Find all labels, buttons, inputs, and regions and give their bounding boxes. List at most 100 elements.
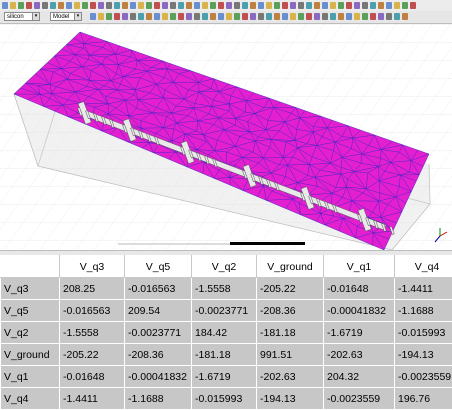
column-header[interactable]: V_q2 [192, 256, 257, 278]
toolbar-tool-icon[interactable] [338, 2, 344, 9]
table-cell[interactable]: -0.0023771 [125, 322, 192, 344]
table-cell[interactable]: -205.22 [60, 344, 125, 366]
toolbar-tool-icon[interactable] [2, 2, 8, 9]
toolbar-tool-icon[interactable] [186, 2, 192, 9]
column-header[interactable]: V_q1 [324, 256, 395, 278]
table-cell[interactable]: -0.0023559 [324, 388, 395, 410]
table-cell[interactable]: -0.00041832 [125, 366, 192, 388]
toolbar-tool-icon[interactable] [394, 13, 400, 20]
toolbar-tool-icon[interactable] [386, 13, 392, 20]
table-cell[interactable]: -1.1688 [125, 388, 192, 410]
toolbar-tool-icon[interactable] [106, 2, 112, 9]
row-header[interactable]: V_q5 [1, 300, 60, 322]
toolbar-tool-icon[interactable] [162, 13, 168, 20]
table-cell[interactable]: -0.016563 [125, 278, 192, 300]
toolbar-tool-icon[interactable] [354, 2, 360, 9]
table-cell[interactable]: -1.4411 [395, 278, 452, 300]
table-cell[interactable]: -1.1688 [395, 300, 452, 322]
table-cell[interactable]: -194.13 [257, 388, 324, 410]
toolbar-tool-icon[interactable] [170, 13, 176, 20]
toolbar-tool-icon[interactable] [346, 13, 352, 20]
toolbar-tool-icon[interactable] [290, 13, 296, 20]
table-cell[interactable]: -205.22 [257, 278, 324, 300]
toolbar-tool-icon[interactable] [226, 2, 232, 9]
toolbar-tool-icon[interactable] [242, 13, 248, 20]
row-header[interactable]: V_q1 [1, 366, 60, 388]
toolbar-tool-icon[interactable] [162, 2, 168, 9]
toolbar-tool-icon[interactable] [138, 13, 144, 20]
table-cell[interactable]: -208.36 [257, 300, 324, 322]
toolbar-tool-icon[interactable] [282, 13, 288, 20]
toolbar-tool-icon[interactable] [66, 2, 72, 9]
column-header[interactable]: V_ground [257, 256, 324, 278]
table-cell[interactable]: -1.6719 [324, 322, 395, 344]
toolbar-tool-icon[interactable] [338, 13, 344, 20]
toolbar-tool-icon[interactable] [370, 13, 376, 20]
toolbar-tool-icon[interactable] [298, 2, 304, 9]
table-cell[interactable]: -0.01648 [324, 278, 395, 300]
table-cell[interactable]: -1.6719 [192, 366, 257, 388]
toolbar-tool-icon[interactable] [346, 2, 352, 9]
toolbar-tool-icon[interactable] [186, 13, 192, 20]
table-cell[interactable]: 184.42 [192, 322, 257, 344]
row-header[interactable]: V_ground [1, 344, 60, 366]
toolbar-tool-icon[interactable] [210, 13, 216, 20]
toolbar-tool-icon[interactable] [306, 13, 312, 20]
toolbar-tool-icon[interactable] [90, 2, 96, 9]
toolbar-tool-icon[interactable] [378, 2, 384, 9]
toolbar-tool-icon[interactable] [226, 13, 232, 20]
table-cell[interactable]: -0.015993 [395, 322, 452, 344]
toolbar-tool-icon[interactable] [34, 2, 40, 9]
toolbar-tool-icon[interactable] [354, 13, 360, 20]
toolbar-tool-icon[interactable] [50, 2, 56, 9]
table-cell[interactable]: -1.5558 [60, 322, 125, 344]
column-header[interactable]: V_q3 [60, 256, 125, 278]
toolbar-tool-icon[interactable] [330, 13, 336, 20]
table-cell[interactable]: -194.13 [395, 344, 452, 366]
table-cell[interactable]: -0.0023771 [192, 300, 257, 322]
toolbar-tool-icon[interactable] [130, 13, 136, 20]
toolbar-tool-icon[interactable] [258, 13, 264, 20]
toolbar-tool-icon[interactable] [282, 2, 288, 9]
toolbar-tool-icon[interactable] [402, 2, 408, 9]
toolbar-tool-icon[interactable] [194, 2, 200, 9]
chevron-down-icon[interactable]: ▾ [74, 13, 81, 20]
toolbar-tool-icon[interactable] [330, 2, 336, 9]
model-combo[interactable]: Model ▾ [50, 12, 82, 21]
toolbar-tool-icon[interactable] [402, 13, 408, 20]
toolbar-tool-icon[interactable] [242, 2, 248, 9]
toolbar-tool-icon[interactable] [266, 13, 272, 20]
table-cell[interactable]: 208.25 [60, 278, 125, 300]
toolbar-tool-icon[interactable] [258, 2, 264, 9]
table-cell[interactable]: -208.36 [125, 344, 192, 366]
toolbar-tool-icon[interactable] [298, 13, 304, 20]
toolbar-tool-icon[interactable] [170, 2, 176, 9]
toolbar-tool-icon[interactable] [386, 2, 392, 9]
toolbar-tool-icon[interactable] [250, 13, 256, 20]
toolbar-tool-icon[interactable] [410, 2, 416, 9]
toolbar-tool-icon[interactable] [154, 13, 160, 20]
toolbar-tool-icon[interactable] [42, 2, 48, 9]
toolbar-tool-icon[interactable] [58, 2, 64, 9]
toolbar-tool-icon[interactable] [10, 2, 16, 9]
toolbar-tool-icon[interactable] [314, 2, 320, 9]
toolbar-tool-icon[interactable] [146, 2, 152, 9]
toolbar-tool-icon[interactable] [122, 2, 128, 9]
toolbar-tool-icon[interactable] [26, 2, 32, 9]
3d-viewport[interactable] [0, 24, 452, 250]
toolbar-tool-icon[interactable] [202, 13, 208, 20]
toolbar-tool-icon[interactable] [130, 2, 136, 9]
toolbar-tool-icon[interactable] [274, 13, 280, 20]
table-cell[interactable]: -0.015993 [192, 388, 257, 410]
toolbar-tool-icon[interactable] [114, 2, 120, 9]
toolbar-tool-icon[interactable] [234, 13, 240, 20]
toolbar-tool-icon[interactable] [290, 2, 296, 9]
column-header[interactable]: V_q4 [395, 256, 452, 278]
toolbar-tool-icon[interactable] [322, 2, 328, 9]
toolbar-tool-icon[interactable] [138, 2, 144, 9]
table-cell[interactable]: -181.18 [192, 344, 257, 366]
toolbar-tool-icon[interactable] [250, 2, 256, 9]
table-cell[interactable]: 209.54 [125, 300, 192, 322]
toolbar-tool-icon[interactable] [106, 13, 112, 20]
table-cell[interactable]: -0.016563 [60, 300, 125, 322]
